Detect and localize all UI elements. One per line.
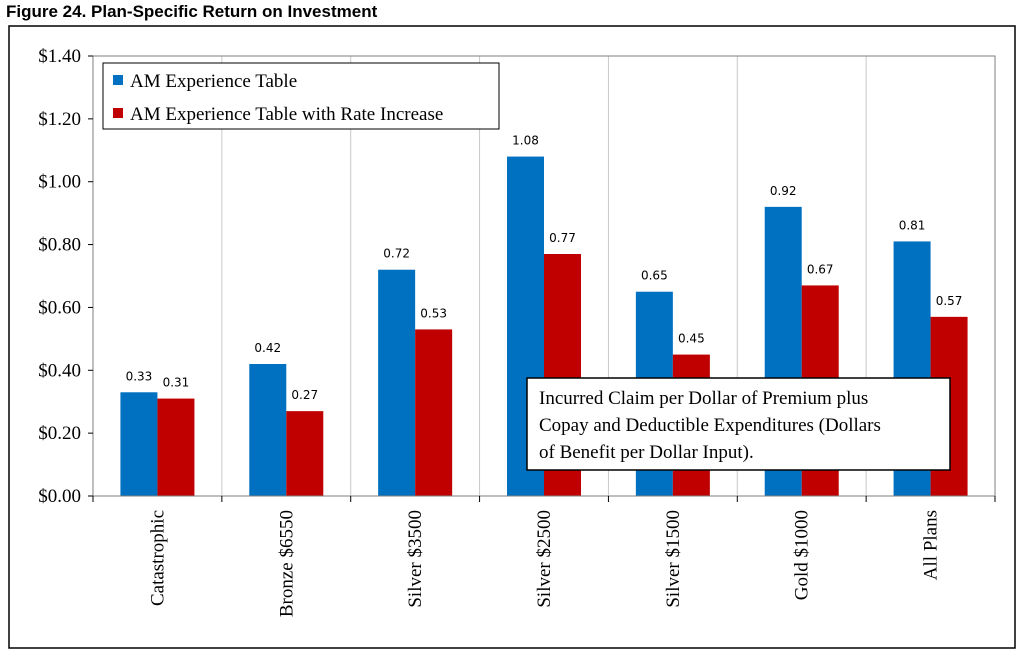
bar-series-2 (157, 398, 195, 496)
data-label-series-1: 0.42 (254, 341, 281, 355)
category-label: Silver $2500 (534, 510, 555, 608)
y-tick-label: $0.00 (38, 486, 81, 507)
axis-layer: $0.00 $0.20 $0.40 $0.60 $0.80 $1.00 $1.20 $1.40… (38, 46, 996, 617)
legend: AM Experience Table AM Experience Table … (102, 62, 500, 130)
data-label-series-2: 0.67 (807, 262, 834, 276)
data-label-series-1: 0.92 (770, 184, 797, 198)
y-tick-label: $1.40 (38, 46, 81, 67)
category-label: Silver $3500 (405, 510, 426, 608)
category-label: Catastrophic (147, 510, 168, 606)
annotation-line-1: Incurred Claim per Dollar of Premium plu… (539, 388, 868, 409)
data-label-series-2: 0.57 (936, 294, 963, 308)
annotation-line-2: Copay and Deductible Expenditures (Dolla… (539, 415, 881, 436)
legend-swatch-series-2 (113, 108, 123, 118)
legend-label-series-2: AM Experience Table with Rate Increase (130, 104, 443, 125)
data-label-series-1: 0.72 (383, 247, 410, 261)
y-tick-label: $0.40 (38, 360, 81, 381)
annotation-line-3: of Benefit per Dollar Input). (539, 442, 754, 463)
data-label-series-2: 0.45 (678, 332, 705, 346)
bar-series-2 (286, 411, 324, 496)
legend-box (102, 62, 500, 130)
data-label-series-1: 1.08 (512, 134, 539, 148)
annotation-frame (526, 377, 951, 471)
data-label-series-2: 0.77 (549, 231, 576, 245)
y-tick-label: $0.20 (38, 423, 81, 444)
legend-label-series-1: AM Experience Table (130, 71, 297, 92)
figure-title: Figure 24. Plan-Specific Return on Inves… (6, 2, 378, 21)
category-label: Silver $1500 (663, 510, 684, 608)
category-label: Bronze $6550 (276, 510, 297, 617)
y-tick-label: $1.00 (38, 172, 81, 193)
bar-series-1 (378, 269, 416, 496)
category-label: All Plans (921, 510, 942, 580)
bar-series-1 (120, 392, 158, 496)
annotation-box: Incurred Claim per Dollar of Premium plu… (526, 377, 951, 471)
data-label-series-1: 0.65 (641, 269, 668, 283)
y-tick-label: $0.60 (38, 297, 81, 318)
category-label: Gold $1000 (792, 510, 813, 600)
plot-area-frame (92, 55, 996, 497)
data-label-series-2: 0.31 (163, 376, 190, 390)
data-label-series-1: 0.33 (126, 369, 153, 383)
y-tick-label: $0.80 (38, 235, 81, 256)
data-label-series-1: 0.81 (899, 218, 926, 232)
data-labels-layer: 0.33 0.42 0.72 1.08 0.65 0.92 0.81 0.31 0.27 0.53… (126, 134, 963, 403)
bar-series-2 (415, 329, 453, 496)
legend-swatch-series-1 (113, 75, 123, 85)
data-label-series-2: 0.27 (291, 388, 318, 402)
data-label-series-2: 0.53 (420, 306, 447, 320)
bar-series-1 (249, 364, 287, 496)
y-tick-label: $1.20 (38, 109, 81, 130)
